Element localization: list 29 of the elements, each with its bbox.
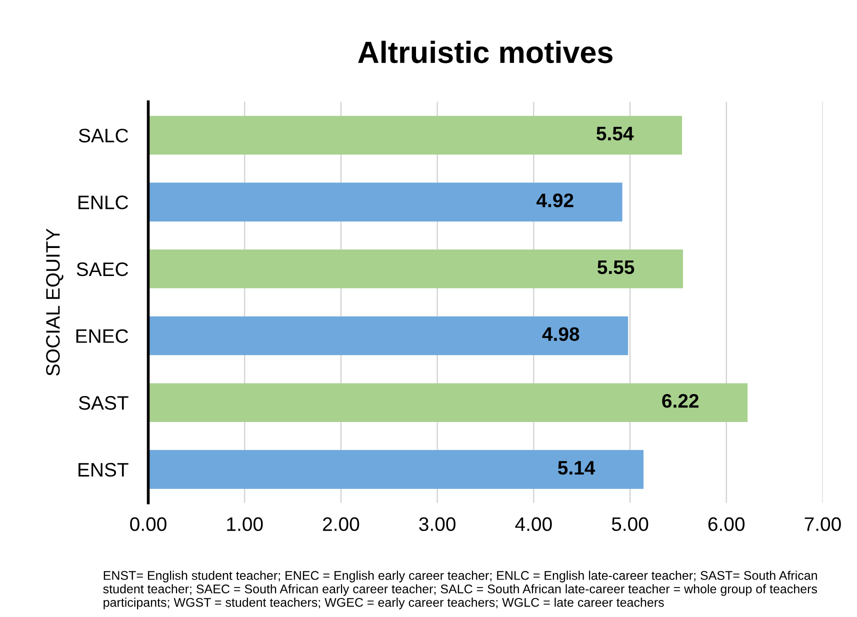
y-tick-label: SALC [78,128,128,142]
text: ENST= English student teacher; ENEC = English early career teacher; ENLC = English late-career teacher; SAST= South African student teacher; SAEC = South African early career teacher; SALC = South African late-career teacher = whole group of teachers participants; WGST = student teachers; WGEC = early career teachers; WGLC = late career teachers [103,570,818,610]
bar [148,450,644,489]
bar [148,116,682,155]
x-tick-label: 1.00 [227,517,263,532]
x-tick-label: 4.00 [515,517,552,532]
bar [148,250,684,288]
x-tick-label: 5.00 [612,517,648,532]
data-label: 5.55 [598,260,634,274]
data-label: 5.54 [596,126,634,140]
y-tick-label: SAEC [76,262,128,276]
bar [148,182,622,222]
x-tick-label: 2.00 [323,517,360,532]
data-label: 4.92 [536,194,574,208]
chart-title: Altruistic motives [358,40,612,64]
data-label: 5.14 [558,461,596,475]
y-tick-label: ENLC [78,196,128,210]
bar [148,316,628,356]
bar [148,383,748,422]
data-label: 4.98 [542,327,580,341]
x-tick-label: 0.00 [130,517,166,532]
data-label: 6.22 [662,394,699,408]
x-tick-label: 7.00 [804,517,841,532]
y-axis-title: SOCIAL EQUITY [46,228,64,376]
y-tick-label: SAST [78,396,128,410]
x-tick-label: 3.00 [419,517,456,532]
x-tick-label: 6.00 [708,517,745,532]
y-tick-label: ENEC [76,329,128,343]
y-tick-label: ENST [78,462,128,477]
